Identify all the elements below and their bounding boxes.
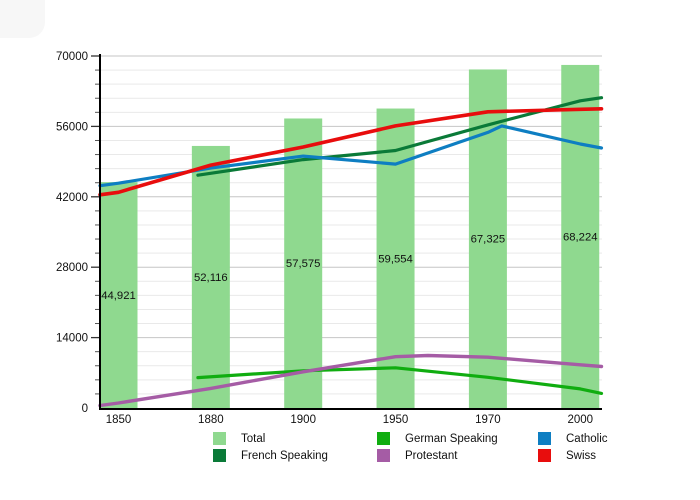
- line-catholic: [98, 124, 604, 188]
- bar-total-1900: [284, 118, 323, 408]
- legend-item-swiss: Swiss: [538, 449, 596, 462]
- y-tick-label-14000: 14000: [56, 333, 88, 345]
- y-tick-label-56000: 56000: [56, 121, 88, 133]
- legend-swatch-total: [213, 432, 226, 445]
- legend-swatch-german-speaking: [377, 432, 390, 445]
- line-protestant: [98, 353, 604, 408]
- x-tick-label-1880: 1880: [198, 414, 224, 426]
- legend-label-catholic: Catholic: [566, 432, 608, 445]
- bar-value-label-2000: 68,224: [563, 231, 598, 243]
- legend-label-total: Total: [241, 432, 266, 445]
- bar-value-label-1950: 59,554: [378, 253, 413, 265]
- legend-swatch-catholic: [538, 432, 551, 445]
- bar-total-2000: [561, 64, 600, 409]
- y-tick-label-0: 0: [82, 403, 88, 415]
- legend-item-german-speaking: German Speaking: [377, 432, 498, 445]
- y-tick-label-28000: 28000: [56, 262, 88, 274]
- x-tick-label-1950: 1950: [383, 414, 409, 426]
- legend-swatch-swiss: [538, 449, 551, 462]
- bar-value-label-1970: 67,325: [471, 234, 506, 246]
- bar-value-label-1900: 57,575: [286, 258, 321, 270]
- line-german-speaking: [196, 366, 604, 395]
- line-swiss: [98, 107, 604, 197]
- chart-legend: Total German Speaking Catholic French Sp…: [0, 0, 700, 462]
- y-tick-label-70000: 70000: [56, 51, 88, 63]
- y-tick-label-42000: 42000: [56, 192, 88, 204]
- legend-swatch-french-speaking: [213, 449, 226, 462]
- x-tick-label-1900: 1900: [290, 414, 316, 426]
- x-tick-label-2000: 2000: [567, 414, 593, 426]
- legend-label-french-speaking: French Speaking: [241, 449, 328, 462]
- x-tick-label-1970: 1970: [475, 414, 501, 426]
- legend-label-protestant: Protestant: [405, 449, 458, 462]
- x-tick-label-1850: 1850: [106, 414, 132, 426]
- legend-label-german-speaking: German Speaking: [405, 432, 498, 445]
- legend-item-french-speaking: French Speaking: [213, 449, 328, 462]
- legend-label-swiss: Swiss: [566, 449, 597, 462]
- legend-item-total: Total: [213, 432, 265, 445]
- bar-value-label-1880: 52,116: [194, 272, 228, 284]
- bar-total-1850: [99, 182, 138, 408]
- line-french-speaking: [196, 96, 604, 177]
- bar-value-label-1850: 44,921: [101, 290, 136, 302]
- legend-swatch-protestant: [377, 449, 390, 462]
- corner-artifact: [0, 0, 45, 38]
- legend-item-protestant: Protestant: [377, 449, 457, 462]
- legend-item-catholic: Catholic: [538, 432, 608, 445]
- bar-total-1880: [191, 145, 230, 408]
